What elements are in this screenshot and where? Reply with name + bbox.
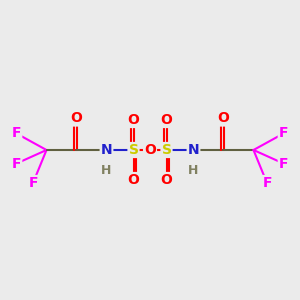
Text: S: S — [128, 143, 139, 157]
Text: O: O — [218, 112, 230, 125]
Text: N: N — [101, 143, 112, 157]
Text: F: F — [279, 127, 288, 140]
Text: N: N — [188, 143, 199, 157]
Text: F: F — [279, 157, 288, 170]
Text: H: H — [101, 164, 112, 178]
Text: O: O — [128, 113, 140, 127]
Text: F: F — [12, 157, 21, 170]
Text: O: O — [128, 173, 140, 187]
Text: O: O — [70, 112, 83, 125]
Text: O: O — [160, 113, 172, 127]
Text: H: H — [188, 164, 199, 178]
Text: S: S — [161, 143, 172, 157]
Text: F: F — [262, 176, 272, 190]
Text: O: O — [160, 173, 172, 187]
Text: O: O — [144, 143, 156, 157]
Text: F: F — [28, 176, 38, 190]
Text: F: F — [12, 127, 21, 140]
